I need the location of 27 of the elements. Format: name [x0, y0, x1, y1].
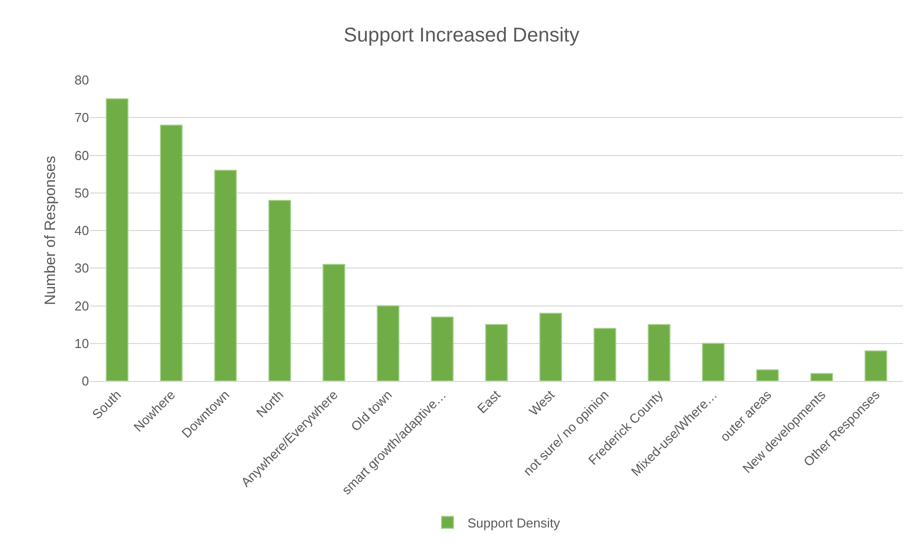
bar: [539, 312, 562, 381]
y-tick-label: 80: [74, 72, 89, 88]
y-tick-label: 0: [82, 374, 89, 389]
bar: [376, 305, 400, 381]
bar: [268, 200, 292, 381]
y-tick-label: 20: [74, 298, 89, 314]
y-tick-label: 30: [74, 260, 89, 276]
bar: [648, 324, 670, 381]
y-axis-title: Number of Responses: [42, 156, 59, 306]
bar: [430, 316, 454, 381]
legend-label: Support Density: [468, 515, 560, 530]
y-tick-label: 50: [74, 185, 89, 200]
bar: [322, 264, 346, 381]
bar: [485, 324, 508, 381]
bar: [810, 372, 834, 381]
bar: [214, 170, 237, 381]
y-tick-label: 10: [74, 336, 89, 351]
y-tick-label: 60: [74, 148, 89, 163]
chart-title: Support Increased Density: [344, 24, 580, 46]
bar: [106, 98, 128, 381]
bar: [702, 342, 725, 381]
bar: [756, 369, 779, 381]
bar: [594, 328, 616, 381]
y-tick-label: 70: [74, 110, 89, 126]
y-tick-label: 40: [74, 223, 89, 238]
bar: [160, 124, 183, 381]
bar: [864, 350, 888, 381]
